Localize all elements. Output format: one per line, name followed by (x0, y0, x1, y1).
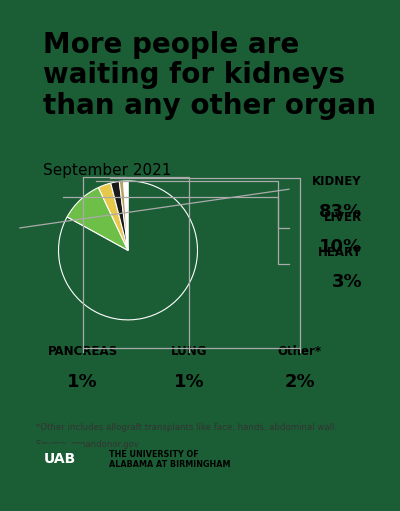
Wedge shape (67, 188, 128, 250)
Text: PANCREAS: PANCREAS (48, 345, 118, 358)
Text: LUNG: LUNG (171, 345, 208, 358)
Text: *Other includes allograft transplants like face, hands, abdominal wall.: *Other includes allograft transplants li… (36, 423, 337, 432)
Text: THE UNIVERSITY OF
ALABAMA AT BIRMINGHAM: THE UNIVERSITY OF ALABAMA AT BIRMINGHAM (109, 450, 231, 469)
Text: More people are
waiting for kidneys
than any other organ: More people are waiting for kidneys than… (43, 31, 376, 120)
Text: 83%: 83% (319, 203, 362, 221)
Wedge shape (98, 183, 128, 250)
Text: 1%: 1% (174, 373, 205, 390)
Text: Other*: Other* (278, 345, 322, 358)
Text: LIVER: LIVER (324, 211, 362, 224)
Text: HEART: HEART (318, 246, 362, 259)
Wedge shape (111, 181, 128, 250)
Wedge shape (58, 181, 198, 320)
Wedge shape (119, 181, 128, 250)
Text: KIDNEY: KIDNEY (312, 175, 362, 189)
Text: September 2021: September 2021 (43, 164, 172, 178)
Wedge shape (124, 181, 128, 250)
Text: Source: organdonor.gov: Source: organdonor.gov (36, 439, 139, 449)
Text: UAB: UAB (44, 452, 76, 466)
Text: 10%: 10% (319, 238, 362, 256)
Text: 3%: 3% (331, 273, 362, 291)
Text: 2%: 2% (284, 373, 315, 390)
Text: 1%: 1% (67, 373, 98, 390)
